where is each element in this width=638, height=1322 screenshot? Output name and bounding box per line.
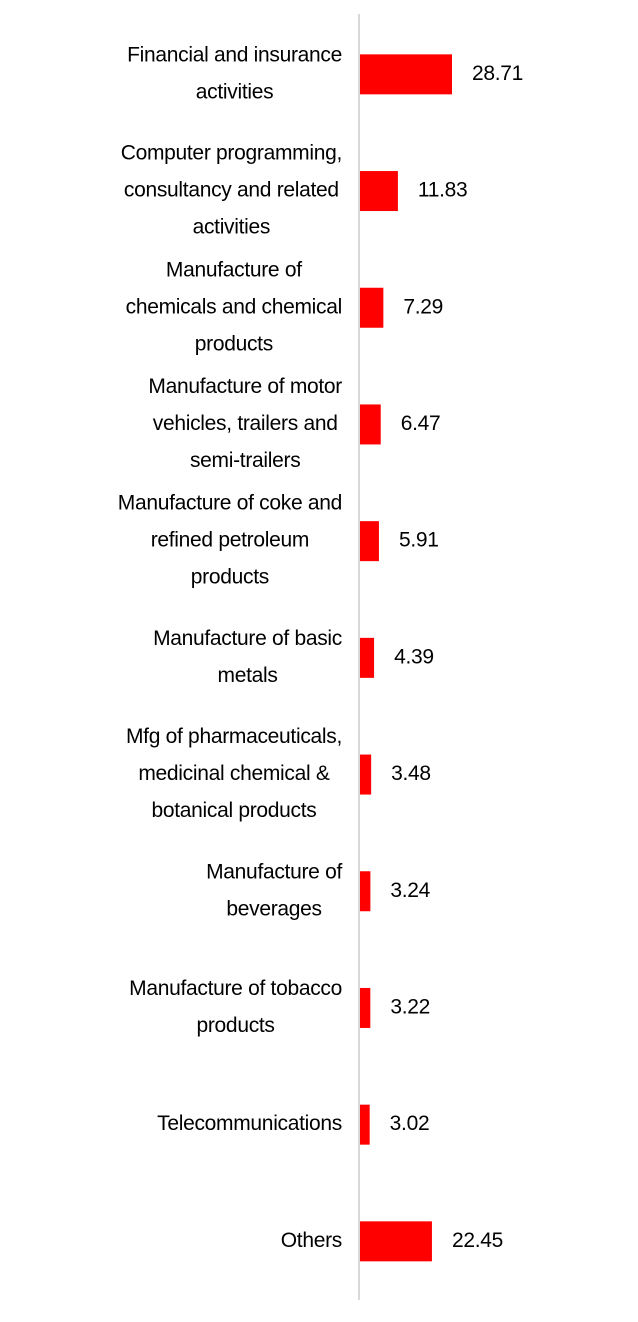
value-label-7: 3.24 xyxy=(390,879,430,902)
category-label-9: Telecommunications xyxy=(157,1112,342,1135)
bar-1 xyxy=(360,171,398,212)
bar-4 xyxy=(360,521,379,562)
value-label-10: 22.45 xyxy=(452,1229,503,1252)
value-label-1: 11.83 xyxy=(418,179,468,202)
category-label-line: beverages xyxy=(226,897,321,920)
bar-7 xyxy=(360,871,371,912)
category-label-line: botanical products xyxy=(151,799,316,822)
value-label-4: 5.91 xyxy=(399,529,439,552)
bar-5 xyxy=(360,637,375,678)
category-label-7: Manufacture of beverages xyxy=(206,860,342,920)
value-label-5: 4.39 xyxy=(394,645,434,668)
category-label-line: Manufacture of xyxy=(166,258,302,281)
value-label-9: 3.02 xyxy=(390,1112,430,1135)
category-labels-layer: Financial and insurance activitiesCompute… xyxy=(118,43,343,1252)
bar-10 xyxy=(360,1221,432,1262)
category-label-line: Manufacture of xyxy=(206,860,342,883)
category-label-line: consultancy and related xyxy=(124,179,339,202)
value-label-0: 28.71 xyxy=(472,62,523,85)
category-label-line: medicinal chemical & xyxy=(138,762,330,785)
category-label-line: activities xyxy=(196,80,274,103)
category-label-line: vehicles, trailers and xyxy=(153,412,338,435)
category-label-line: Computer programming, xyxy=(121,142,342,165)
value-labels-layer: 28.71 11.83 7.29 6.47 5.91 4.39 3.48 3.24 3.22 3.… xyxy=(390,62,524,1252)
value-label-8: 3.22 xyxy=(390,995,430,1018)
category-label-8: Manufacture of tobacco products xyxy=(129,977,342,1037)
category-label-1: Computer programming, consultancy and rel… xyxy=(121,142,342,239)
bar-8 xyxy=(360,987,371,1028)
category-label-0: Financial and insurance activities xyxy=(127,43,342,103)
category-label-line: semi-trailers xyxy=(190,449,300,472)
category-label-line: refined petroleum xyxy=(151,529,309,552)
value-label-6: 3.48 xyxy=(391,762,431,785)
category-label-line: chemicals and chemical xyxy=(126,295,342,318)
category-label-line: Others xyxy=(281,1229,342,1252)
value-label-2: 7.29 xyxy=(403,295,443,318)
bar-0 xyxy=(360,54,452,95)
bar-9 xyxy=(360,1104,370,1145)
bar-2 xyxy=(360,287,384,328)
category-label-2: Manufacture of chemicals and chemical prod… xyxy=(126,258,342,355)
category-label-line: metals xyxy=(218,664,278,687)
category-label-line: products xyxy=(195,332,273,355)
category-label-3: Manufacture of motor vehicles, trailers a… xyxy=(148,375,342,472)
category-label-10: Others xyxy=(281,1229,342,1252)
category-label-6: Mfg of pharmaceuticals, medicinal chemica… xyxy=(126,725,342,822)
category-label-line: products xyxy=(191,566,269,589)
bar-6 xyxy=(360,754,372,795)
category-label-line: activities xyxy=(193,216,271,239)
category-label-line: Financial and insurance xyxy=(127,43,342,66)
category-label-line: Manufacture of tobacco xyxy=(129,977,342,1000)
category-label-line: products xyxy=(196,1014,274,1037)
value-label-3: 6.47 xyxy=(401,412,441,435)
bars-layer xyxy=(360,54,452,1262)
category-label-5: Manufacture of basic metals xyxy=(153,627,342,687)
category-label-line: Mfg of pharmaceuticals, xyxy=(126,725,342,748)
bar-3 xyxy=(360,404,381,445)
category-label-line: Manufacture of basic xyxy=(153,627,342,650)
category-label-line: Telecommunications xyxy=(157,1112,342,1135)
category-label-line: Manufacture of coke and xyxy=(118,492,342,515)
category-label-line: Manufacture of motor xyxy=(148,375,342,398)
category-label-4: Manufacture of coke and refined petroleum… xyxy=(118,492,342,589)
